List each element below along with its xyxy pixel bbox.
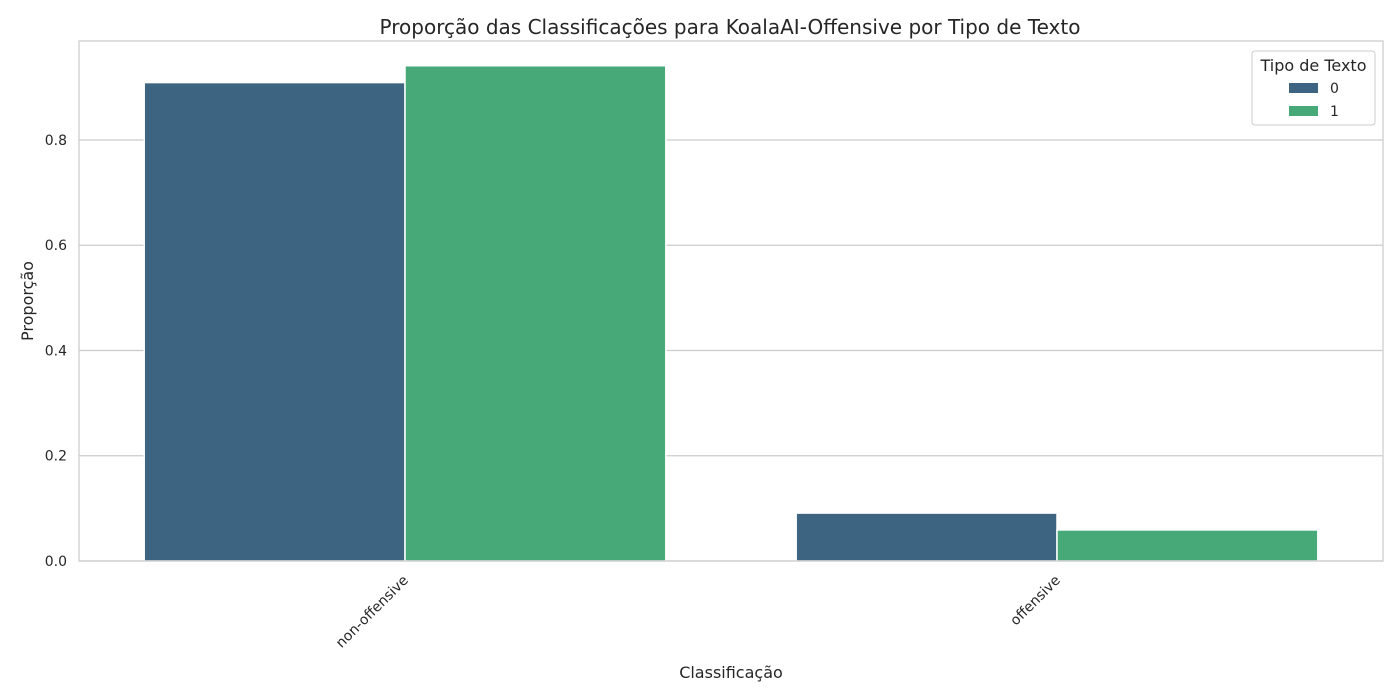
legend-swatch <box>1289 83 1318 93</box>
y-tick-label: 0.6 <box>45 238 67 254</box>
x-axis-label: Classificação <box>679 663 783 682</box>
bar-series-0-non-offensive <box>143 81 406 562</box>
y-axis-label: Proporção <box>18 261 37 341</box>
chart-title: Proporção das Classificações para KoalaA… <box>380 15 1081 39</box>
legend: Tipo de Texto 0 1 <box>1251 50 1376 126</box>
y-axis-ticks: 0.0 0.2 0.4 0.6 0.8 <box>45 133 67 570</box>
y-tick-label: 0.2 <box>45 449 67 465</box>
bar-series-1-non-offensive <box>404 64 667 562</box>
legend-swatch <box>1289 106 1318 116</box>
legend-label: 1 <box>1330 104 1339 120</box>
bar-series-0-offensive <box>795 512 1058 562</box>
legend-label: 0 <box>1330 81 1339 97</box>
bars <box>143 64 1319 562</box>
bar-series-1-offensive <box>1056 529 1319 562</box>
legend-title: Tipo de Texto <box>1260 56 1367 75</box>
y-tick-label: 0.8 <box>45 133 67 149</box>
y-tick-label: 0.4 <box>45 343 67 359</box>
plot-frame <box>78 40 1384 562</box>
y-tick-label: 0.0 <box>45 554 67 570</box>
